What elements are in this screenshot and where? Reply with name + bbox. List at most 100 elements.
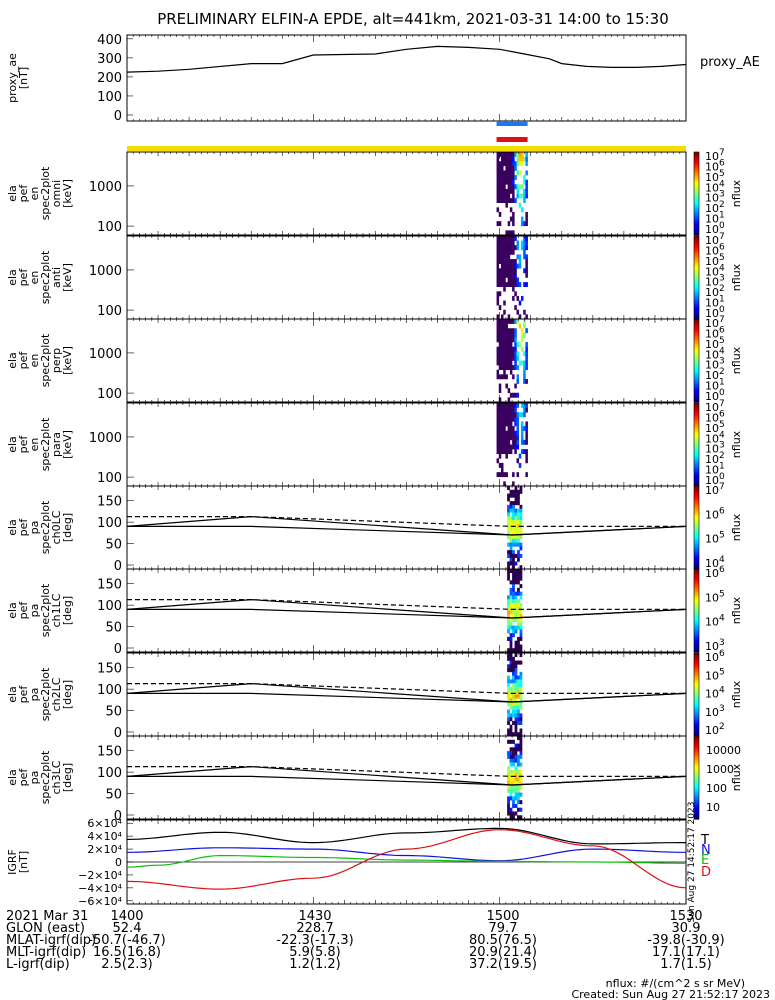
- colorbar-cell: [694, 283, 699, 287]
- colorbar-cell: [694, 469, 699, 473]
- spectrogram-cell: [507, 430, 511, 436]
- colorbar-cell: [694, 475, 699, 479]
- colorbar-cell: [694, 777, 699, 781]
- spectrogram-cell: [500, 165, 504, 171]
- pitch-angle-cell: [512, 785, 515, 790]
- spectrogram-cell: [509, 156, 513, 162]
- spectrogram-cell: [505, 165, 508, 171]
- pitch-angle-cell: [512, 815, 515, 820]
- colorbar-cell: [694, 494, 699, 497]
- spectrogram-cell: [505, 342, 508, 347]
- y-tick-label: 200: [97, 71, 122, 86]
- pitch-angle-cell: [509, 656, 513, 661]
- spectrogram-cell: [500, 152, 504, 157]
- spectrogram-cell: [509, 161, 513, 167]
- pitch-angle-cell: [507, 504, 510, 509]
- spectrogram-cell: [498, 211, 502, 217]
- spectrogram-cell: [507, 328, 511, 334]
- colorbar-tick: 10: [705, 464, 719, 477]
- spectrogram-cell: [503, 268, 506, 274]
- colorbar-cell: [694, 694, 699, 698]
- pitch-angle-cell: [509, 501, 513, 506]
- igrf-legend-D: D: [701, 865, 711, 880]
- y-tick-label: 1000: [89, 264, 122, 279]
- spectrogram-cell: [503, 259, 506, 264]
- colorbar-cell: [694, 717, 699, 720]
- pitch-angle-cell: [509, 788, 513, 793]
- y-label-line: para: [50, 432, 63, 457]
- igrf-line-D: [126, 829, 687, 890]
- spectrogram-cell: [498, 249, 502, 255]
- pitch-angle-cell: [509, 758, 513, 763]
- spectrogram-cell: [500, 198, 504, 204]
- colorbar-cell: [694, 407, 699, 410]
- spectrogram-cell: [520, 156, 524, 162]
- pitch-angle-cell: [512, 796, 515, 801]
- spectrogram-cell: [500, 462, 504, 468]
- pitch-angle-cell: [514, 660, 518, 665]
- y-label-line: [deg]: [61, 596, 74, 625]
- spectrogram-cell: [496, 439, 500, 445]
- spectrogram-cell: [520, 449, 524, 455]
- y-label-line: spec2plot: [39, 417, 52, 471]
- pitch-angle-cell: [514, 717, 518, 722]
- spectrogram-cell: [496, 272, 500, 278]
- spectrogram-cell: [503, 342, 506, 347]
- spectrogram-cell: [500, 403, 504, 408]
- colorbar-cell: [694, 510, 699, 514]
- colorbar-cell: [694, 281, 699, 285]
- colorbar-cell: [694, 581, 699, 585]
- colorbar-tick: 10: [705, 432, 719, 445]
- pitch-angle-cell: [509, 732, 513, 737]
- spectrogram-cell: [520, 360, 524, 366]
- colorbar-cell: [694, 258, 699, 262]
- colorbar-cell: [694, 319, 699, 322]
- colorbar-cell: [694, 405, 699, 408]
- y-tick-label: 100: [97, 766, 122, 781]
- colorbar-cell: [694, 442, 699, 446]
- spectrogram-cell: [503, 263, 506, 269]
- colorbar-cell: [694, 350, 699, 353]
- spectrogram-cell: [525, 426, 528, 431]
- colorbar-cell: [694, 356, 699, 360]
- colorbar-cell: [694, 816, 699, 820]
- colorbar-tick-exp: 6: [719, 649, 725, 659]
- pitch-angle-cell: [514, 516, 518, 521]
- pitch-angle-cell: [512, 531, 515, 536]
- spectrogram-cell: [496, 328, 500, 334]
- spectrogram-cell: [523, 175, 526, 180]
- colorbar-tick-exp: 0: [719, 221, 725, 231]
- spectrogram-cell: [498, 342, 502, 347]
- pitch-angle-cell: [514, 531, 518, 536]
- pitch-angle-cell: [514, 743, 518, 748]
- spectrogram-cell: [505, 332, 508, 338]
- spectrogram-cell: [505, 435, 508, 441]
- colorbar-tick: 10: [705, 297, 719, 310]
- colorbar-tick-exp: 1: [719, 462, 725, 472]
- colorbar-tick: 10: [705, 401, 719, 414]
- spectrogram-cell: [503, 277, 506, 283]
- pitch-angle-cell: [512, 664, 515, 669]
- pitch-angle-cell: [512, 618, 515, 623]
- colorbar-tick-exp: 7: [719, 482, 725, 492]
- pitch-angle-cell: [509, 504, 513, 509]
- spectrogram-cell: [500, 407, 504, 413]
- spectrogram-cell: [507, 403, 511, 408]
- antiloss-cone-line: [127, 525, 687, 536]
- pitch-angle-cell: [514, 747, 518, 752]
- colorbar-cell: [694, 756, 699, 760]
- pitch-angle-cell: [509, 621, 513, 626]
- y-label-line: ela: [6, 769, 19, 786]
- spectrogram-cell: [512, 295, 515, 301]
- colorbar-tick-exp: 4: [719, 614, 725, 624]
- spectrogram-cell: [509, 319, 513, 324]
- spectrogram-cell: [514, 161, 517, 167]
- spectrogram-cell: [496, 263, 500, 269]
- spectrogram-cell: [505, 412, 508, 418]
- pitch-angle-cell: [514, 508, 518, 513]
- y-label-line: pef: [17, 601, 30, 620]
- igrf-legend-T: T: [700, 833, 709, 848]
- perpendicular-dashed-line: [127, 599, 686, 610]
- colorbar-cell: [694, 598, 699, 601]
- pitch-angle-cell: [512, 633, 515, 638]
